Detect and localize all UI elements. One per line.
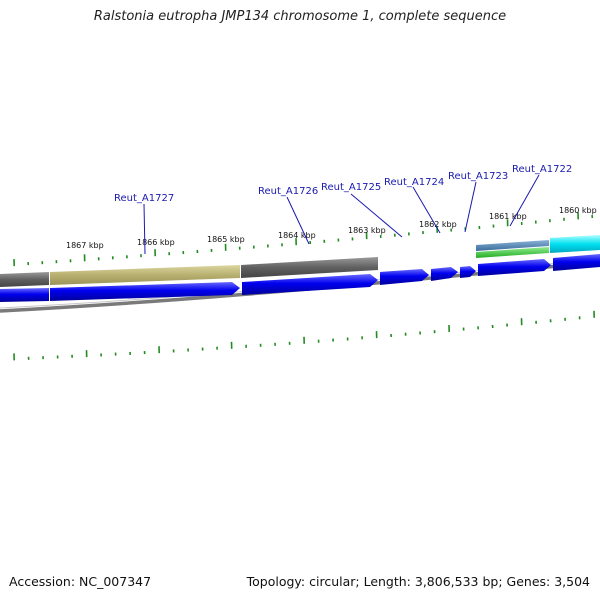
gene-label-reut-a1723[interactable]: Reut_A1723 xyxy=(448,171,508,182)
gene-callouts xyxy=(143,174,540,255)
gene-label-reut-a1725[interactable]: Reut_A1725 xyxy=(321,182,381,193)
gene-arrow[interactable] xyxy=(431,267,458,281)
scale-label-1863: 1863 kbp xyxy=(348,226,386,235)
accession-text: Accession: NC_007347 xyxy=(9,574,152,589)
gene-label-reut-a1727[interactable]: Reut_A1727 xyxy=(114,193,174,204)
scale-label-1862: 1862 kbp xyxy=(419,220,457,229)
scale-labels: 1867 kbp 1866 kbp 1865 kbp 1864 kbp 1863… xyxy=(66,206,597,250)
gene-arrow[interactable] xyxy=(50,282,240,301)
gene-label-reut-a1722[interactable]: Reut_A1722 xyxy=(512,164,572,175)
gene-labels: Reut_A1727 Reut_A1726 Reut_A1725 Reut_A1… xyxy=(114,164,572,204)
gene-arrow[interactable] xyxy=(478,259,551,276)
gene-label-reut-a1726[interactable]: Reut_A1726 xyxy=(258,186,318,197)
feature-khaki[interactable] xyxy=(50,265,240,285)
gene-arrow[interactable] xyxy=(242,274,378,295)
feature-green[interactable] xyxy=(476,247,549,258)
scale-label-1866: 1866 kbp xyxy=(137,238,175,247)
topology-text: Topology: circular; Length: 3,806,533 bp… xyxy=(246,574,590,589)
feature-gray-left[interactable] xyxy=(0,272,49,287)
gene-arrow[interactable] xyxy=(380,269,429,285)
gene-label-reut-a1724[interactable]: Reut_A1724 xyxy=(384,177,444,188)
scale-label-1867: 1867 kbp xyxy=(66,241,104,250)
gene-arrow[interactable] xyxy=(460,266,476,278)
feature-track xyxy=(0,235,600,287)
gene-arrow[interactable] xyxy=(553,254,600,271)
gene-track xyxy=(0,254,600,302)
feature-gray-right[interactable] xyxy=(241,257,378,278)
map-title: Ralstonia eutropha JMP134 chromosome 1, … xyxy=(93,9,507,24)
inner-ruler-ticks xyxy=(13,310,595,361)
scale-label-1860: 1860 kbp xyxy=(559,206,597,215)
scale-label-1865: 1865 kbp xyxy=(207,235,245,244)
feature-cyan[interactable] xyxy=(550,235,600,253)
scale-label-1864: 1864 kbp xyxy=(278,231,316,240)
feature-steel[interactable] xyxy=(476,240,549,251)
scale-label-1861: 1861 kbp xyxy=(489,212,527,221)
ruler-ticks xyxy=(13,212,594,267)
gene-arrow[interactable] xyxy=(0,288,49,302)
